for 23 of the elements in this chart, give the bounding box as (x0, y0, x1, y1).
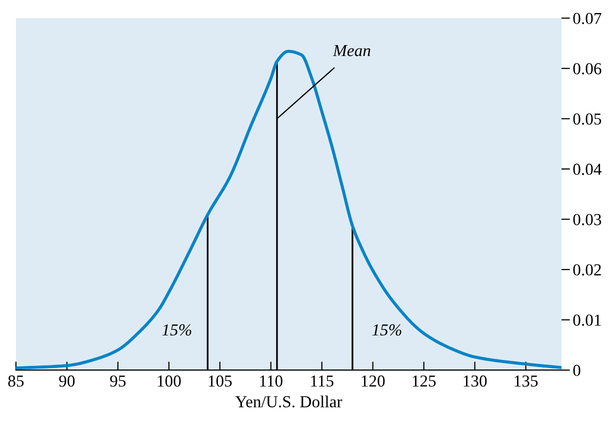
y-tick-label: 0.04 (573, 164, 602, 175)
y-tick-label: 0.06 (573, 63, 602, 74)
annotation: 15% (162, 324, 192, 336)
y-tick-label: 0.03 (573, 214, 602, 226)
x-tick-label: 90 (59, 375, 75, 387)
x-axis-title: Yen/U.S. Dollar (235, 396, 342, 408)
x-tick-label: 125 (412, 375, 436, 387)
y-tick-label: 0 (573, 364, 580, 376)
y-tick-label: 0.02 (573, 264, 601, 276)
x-tick-label: 100 (158, 375, 181, 387)
y-tick-label: 0.01 (573, 314, 601, 326)
x-tick-label: 135 (514, 375, 538, 387)
x-tick-label: 105 (208, 375, 232, 387)
x-tick-label: 120 (362, 375, 385, 387)
y-tick-label: 0.07 (573, 12, 602, 24)
annotation: Mean (332, 45, 370, 56)
annotation: 15% (372, 324, 402, 336)
x-tick-label: 130 (464, 375, 487, 387)
x-tick-label: 115 (311, 376, 334, 387)
x-tick-label: 85 (8, 375, 24, 387)
x-tick-label: 110 (260, 375, 282, 387)
x-tick-label: 95 (110, 375, 126, 387)
y-tick-label: 0.05 (573, 113, 602, 125)
